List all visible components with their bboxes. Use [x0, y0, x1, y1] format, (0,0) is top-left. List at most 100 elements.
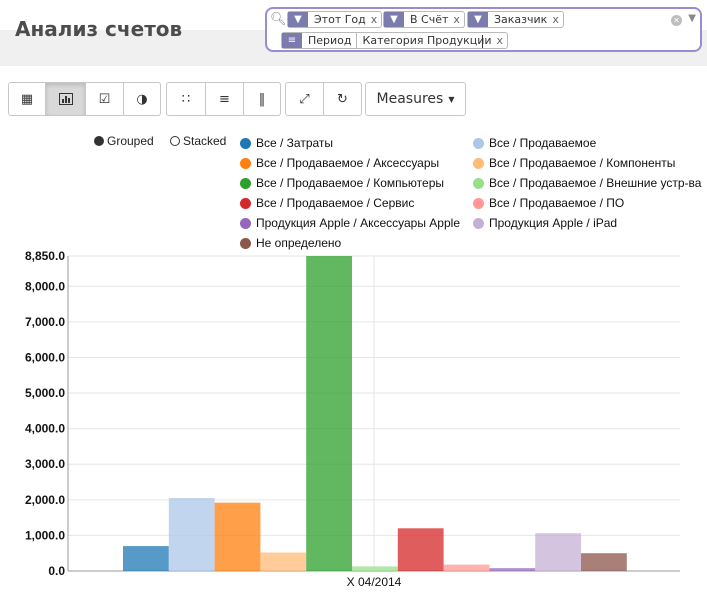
- bar-chart-button[interactable]: [46, 82, 86, 116]
- radio-grouped-icon: [94, 136, 104, 146]
- x-tick-label: X 04/2014: [347, 575, 402, 589]
- search-box[interactable]: 🔍︎ ▼ Этот Год x ▼ В Счёт x ▼ Заказчик x …: [265, 7, 702, 52]
- facet-label: Этот Год: [314, 13, 366, 26]
- legend-item[interactable]: Все / Продаваемое / Компьютеры: [240, 176, 444, 190]
- facet-label: В Счёт: [410, 13, 449, 26]
- measures-dropdown[interactable]: Measures ▼: [365, 82, 466, 116]
- bar: [123, 546, 169, 571]
- legend-swatch: [240, 237, 251, 249]
- grid-button[interactable]: ∷: [166, 82, 206, 116]
- facet-remove-button[interactable]: x: [496, 34, 504, 47]
- caret-down-icon: ▼: [448, 94, 455, 104]
- columns-icon: ‖: [258, 91, 266, 107]
- grouped-label: Grouped: [107, 134, 154, 148]
- list-button[interactable]: ≡: [206, 82, 244, 116]
- view-switcher: ▦ ☑ ◑: [8, 82, 161, 116]
- y-tick-label: 2,000.0: [25, 493, 65, 507]
- legend-label: Все / Затраты: [256, 136, 334, 150]
- legend-label: Продукция Apple / Аксессуары Apple: [256, 216, 460, 230]
- contrast-button[interactable]: ◑: [124, 82, 161, 116]
- legend-swatch: [473, 177, 484, 189]
- bar: [581, 553, 627, 571]
- y-tick-label: 0.0: [48, 564, 65, 578]
- facet-remove-button[interactable]: x: [552, 13, 559, 26]
- checkbox-icon: ☑: [98, 91, 111, 107]
- facet-filter-this-year: ▼ Этот Год x: [287, 11, 383, 28]
- bar: [443, 564, 490, 571]
- action-group: ⤢ ↻: [285, 82, 362, 116]
- bar: [168, 498, 215, 571]
- legend-swatch: [240, 217, 251, 229]
- expand-button[interactable]: ⤢: [285, 82, 324, 116]
- legend-item[interactable]: Продукция Apple / iPad: [473, 216, 617, 230]
- bar: [214, 502, 261, 571]
- facet-label-category: Категория Продукции: [355, 33, 496, 48]
- y-tick-label: 6,000.0: [25, 350, 65, 364]
- legend-swatch: [240, 177, 251, 189]
- radio-stacked-icon: [170, 136, 180, 146]
- legend-label: Все / Продаваемое / Аксессуары: [256, 156, 440, 170]
- filter-icon: ▼: [384, 12, 404, 27]
- grid-icon: ∷: [181, 91, 191, 107]
- facet-remove-button[interactable]: x: [370, 13, 378, 26]
- legend-swatch: [240, 137, 251, 149]
- stacked-toggle[interactable]: Stacked: [170, 134, 226, 148]
- legend-swatch: [473, 197, 484, 209]
- refresh-button[interactable]: ↻: [324, 82, 362, 116]
- y-tick-label: 4,000.0: [25, 422, 65, 436]
- legend-label: Все / Продаваемое: [489, 136, 597, 150]
- legend-item[interactable]: Все / Продаваемое / ПО: [473, 196, 624, 210]
- y-tick-label: 5,000.0: [25, 386, 65, 400]
- page-title: Анализ счетов: [15, 17, 183, 41]
- bar: [535, 533, 581, 571]
- legend-item[interactable]: Все / Продаваемое / Аксессуары: [240, 156, 439, 170]
- legend-swatch: [473, 137, 484, 149]
- checkbox-button[interactable]: ☑: [86, 82, 124, 116]
- legend-item[interactable]: Все / Продаваемое / Компоненты: [473, 156, 675, 170]
- y-tick-label: 3,000.0: [25, 457, 65, 471]
- facet-group-by: ≡ Период Категория Продукции x: [281, 32, 509, 49]
- legend-item[interactable]: Все / Продаваемое / Внешние устр-ва: [473, 176, 701, 190]
- list-icon: ≡: [219, 91, 230, 107]
- contrast-icon: ◑: [136, 91, 148, 107]
- legend-item[interactable]: Не определено: [240, 236, 341, 250]
- y-tick-label: 8,850.0: [25, 249, 65, 263]
- layout-switcher: ∷ ≡ ‖: [166, 82, 281, 116]
- search-input[interactable]: [482, 35, 483, 48]
- table-icon: ▦: [20, 91, 34, 107]
- legend-label: Продукция Apple / iPad: [489, 216, 618, 230]
- legend-swatch: [240, 197, 251, 209]
- pivot-table-button[interactable]: ▦: [8, 82, 46, 116]
- facet-remove-button[interactable]: x: [453, 13, 460, 26]
- y-tick-label: 7,000.0: [25, 315, 65, 329]
- legend-swatch: [473, 217, 484, 229]
- stacked-label: Stacked: [183, 134, 227, 148]
- y-tick-label: 8,000.0: [25, 279, 65, 293]
- legend-label: Все / Продаваемое / Сервис: [256, 196, 415, 210]
- legend-label: Все / Продаваемое / ПО: [489, 196, 625, 210]
- y-tick-label: 1,000.0: [25, 528, 65, 542]
- facet-filter-invoiced: ▼ В Счёт x: [383, 11, 465, 28]
- grouped-toggle[interactable]: Grouped: [94, 134, 154, 148]
- bar: [397, 528, 444, 571]
- bar: [260, 552, 307, 571]
- legend-item[interactable]: Все / Затраты: [240, 136, 333, 150]
- search-icon: 🔍︎: [270, 12, 287, 27]
- clear-icon[interactable]: ✕: [671, 15, 682, 26]
- legend-item[interactable]: Продукция Apple / Аксессуары Apple: [240, 216, 460, 230]
- columns-button[interactable]: ‖: [244, 82, 281, 116]
- chevron-down-icon[interactable]: ▼: [688, 13, 696, 24]
- legend-label: Все / Продаваемое / Компьютеры: [256, 176, 444, 190]
- bar: [489, 568, 536, 571]
- facet-label: Заказчик: [494, 13, 548, 26]
- facet-label-period: Период: [308, 34, 352, 47]
- expand-icon: ⤢: [299, 91, 310, 107]
- filter-icon: ▼: [468, 12, 488, 27]
- legend-label: Все / Продаваемое / Внешние устр-ва: [489, 176, 702, 190]
- legend-item[interactable]: Все / Продаваемое / Сервис: [240, 196, 414, 210]
- groupby-icon: ≡: [282, 33, 302, 48]
- legend-item[interactable]: Все / Продаваемое: [473, 136, 596, 150]
- legend-label: Все / Продаваемое / Компоненты: [489, 156, 676, 170]
- bar: [306, 256, 352, 571]
- legend-label: Не определено: [256, 236, 342, 250]
